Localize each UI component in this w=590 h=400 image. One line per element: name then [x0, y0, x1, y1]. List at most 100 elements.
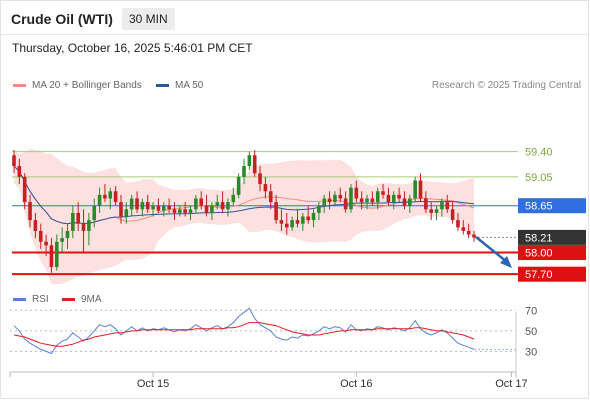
- candle: [49, 245, 54, 267]
- legend-ma20-bollinger: MA 20 + Bollinger Bands: [13, 80, 142, 91]
- rsi-tick-label: 70: [525, 305, 537, 317]
- rsi-9ma-swatch: [62, 297, 75, 301]
- legend-label: 9MA: [81, 294, 102, 305]
- candle: [242, 166, 246, 177]
- candle: [402, 198, 407, 206]
- candle: [226, 202, 230, 210]
- candle: [145, 202, 150, 210]
- candle: [113, 191, 118, 203]
- candle: [359, 198, 364, 203]
- candle: [194, 198, 198, 210]
- candle: [295, 220, 300, 224]
- candle: [365, 198, 369, 203]
- candle: [204, 205, 209, 213]
- rsi-tick-label: 50: [525, 326, 537, 338]
- candle: [140, 202, 145, 210]
- candle: [456, 220, 460, 228]
- ma20-swatch: [13, 83, 26, 87]
- rsi-line: [13, 307, 475, 355]
- candle: [167, 205, 171, 210]
- candle: [231, 194, 236, 203]
- candle: [188, 209, 193, 213]
- candle: [17, 166, 22, 177]
- candle: [236, 176, 241, 195]
- candle: [76, 212, 80, 224]
- candle: [247, 155, 252, 167]
- candle: [135, 198, 139, 210]
- timestamp: Thursday, October 16, 2025 5:46:01 PM CE…: [12, 41, 253, 55]
- legend-ma50: MA 50: [156, 80, 203, 91]
- candle: [119, 202, 123, 217]
- rsi-swatch: [13, 297, 26, 301]
- candle: [284, 223, 289, 228]
- candle: [429, 209, 434, 213]
- bollinger-band: [14, 148, 474, 285]
- candle: [408, 198, 412, 206]
- candle: [386, 194, 391, 203]
- candle: [97, 194, 102, 206]
- candle: [65, 230, 70, 239]
- candle: [44, 241, 48, 246]
- candle: [290, 220, 294, 228]
- candle: [434, 209, 439, 213]
- candle: [301, 216, 305, 224]
- candle: [92, 205, 97, 221]
- candle: [263, 184, 268, 192]
- level-tag-58.00: [518, 245, 586, 261]
- candle: [375, 191, 380, 203]
- candle: [124, 209, 129, 217]
- candle: [129, 198, 134, 210]
- ma50-swatch: [156, 83, 169, 87]
- candle: [322, 198, 327, 206]
- candle: [349, 187, 353, 210]
- candle: [161, 205, 166, 211]
- candle: [38, 230, 43, 242]
- candle: [317, 205, 321, 213]
- x-tick-label: Oct 15: [137, 378, 169, 390]
- x-tick-label: Oct 17: [495, 378, 527, 390]
- candle: [338, 194, 343, 199]
- candle: [199, 198, 204, 206]
- candle: [220, 202, 225, 210]
- candle: [178, 209, 182, 213]
- candle: [466, 230, 471, 235]
- candle: [210, 205, 214, 213]
- candle: [87, 220, 91, 231]
- level-label-58.00: 58.00: [525, 248, 553, 260]
- candle: [156, 205, 161, 211]
- chart-header: Crude Oil (WTI) 30 MIN: [0, 0, 589, 35]
- legend-label: MA 20 + Bollinger Bands: [32, 80, 142, 91]
- candle: [450, 209, 455, 221]
- x-tick-label: Oct 16: [340, 378, 372, 390]
- timeframe-button[interactable]: 30 MIN: [122, 8, 175, 30]
- candle: [252, 155, 257, 174]
- candle: [445, 202, 450, 210]
- candle: [258, 173, 262, 185]
- candle: [413, 180, 417, 199]
- level-label-58.65: 58.65: [525, 201, 553, 213]
- candle: [461, 227, 466, 231]
- candle: [343, 198, 348, 210]
- level-tag-58.65: [518, 198, 586, 214]
- candle: [12, 155, 16, 167]
- candle: [391, 194, 396, 203]
- candle: [306, 216, 310, 221]
- candle: [28, 202, 32, 221]
- instrument-title: Crude Oil (WTI): [11, 11, 113, 27]
- level-label-59.40: 59.40: [525, 147, 553, 159]
- candle: [71, 212, 75, 231]
- projection-arrow: [475, 236, 508, 263]
- candle: [60, 238, 64, 242]
- level-tag-58.21: [518, 229, 586, 245]
- candle: [81, 223, 86, 231]
- candle: [215, 202, 220, 206]
- legend-rsi: RSI: [13, 294, 49, 305]
- candle: [183, 209, 187, 213]
- rsi-tick-label: 30: [525, 346, 537, 358]
- legend-label: MA 50: [175, 80, 204, 91]
- candle: [172, 209, 177, 213]
- level-label-58.21: 58.21: [525, 232, 553, 244]
- candle: [274, 202, 278, 221]
- candle: [151, 205, 155, 210]
